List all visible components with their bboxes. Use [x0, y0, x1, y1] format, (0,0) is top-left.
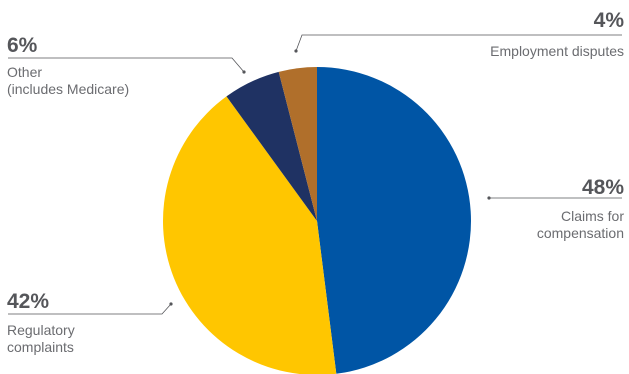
- leader-line-regulatory: [8, 303, 172, 315]
- employment-value-label: 4%: [593, 9, 624, 32]
- leader-dot-other: [242, 70, 246, 74]
- other-category-label-line2: (includes Medicare): [7, 81, 130, 97]
- claims-category-label-line2: compensation: [536, 225, 624, 241]
- regulatory-value-label: 42%: [7, 290, 50, 313]
- other-value-label: 6%: [7, 34, 38, 57]
- pie-slice-regulatory: [163, 96, 337, 374]
- pie-slice-employment: [278, 67, 317, 221]
- other-category-label-line1: Other: [7, 64, 43, 80]
- regulatory-category-label-line2: complaints: [7, 339, 74, 355]
- regulatory-category-label-line1: Regulatory: [7, 322, 75, 338]
- claims-category-label-line1: Claims for: [560, 208, 624, 224]
- leader-dot-employment: [294, 49, 298, 53]
- leader-dot-regulatory: [169, 302, 173, 306]
- pie-slice-claims: [317, 67, 472, 374]
- leader-dot-claims: [487, 196, 491, 200]
- claims-value-label: 48%: [581, 176, 624, 199]
- leader-line-other: [8, 57, 245, 73]
- employment-category-label: Employment disputes: [490, 43, 624, 59]
- leader-line-employment: [295, 34, 622, 52]
- pie-slice-other: [226, 71, 317, 221]
